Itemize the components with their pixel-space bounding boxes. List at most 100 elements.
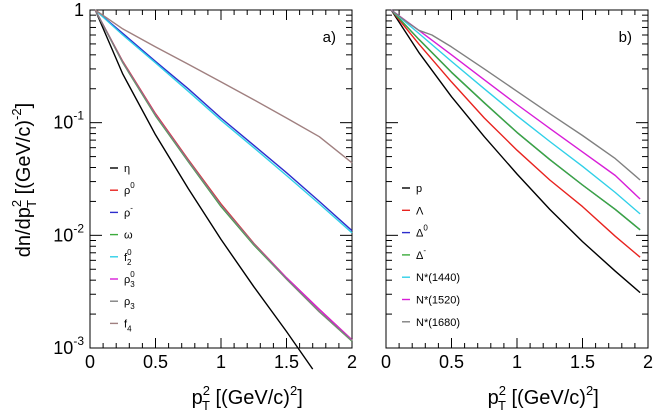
y-tick-exp: -2 [73,221,84,235]
series-line [390,9,641,258]
series-line [94,9,353,234]
legend-sub: 3 [130,280,135,289]
y-tick-label: 10-3 [53,334,84,358]
series-line [94,9,314,370]
y-title-sub: T [24,200,39,208]
legend-label: p [416,183,422,195]
legend-label: N*(1520) [416,295,460,307]
x-tick-label: 0 [381,352,391,372]
legend-name: ρ [124,296,130,308]
legend-sup: 0 [130,181,135,190]
legend-label: ω [124,230,133,242]
series-line [390,9,641,231]
y-title-base: dn/dp [13,207,35,257]
x-tick-label: 1 [216,352,226,372]
legend-name: Δ [416,228,424,240]
x-title-sub: T [202,398,210,413]
svg-text:dn/dp2T [(GeV/c)-2]: dn/dp2T [(GeV/c)-2] [9,103,39,257]
y-tick-label: 10-2 [53,221,84,245]
legend-name: Δ [416,250,424,262]
series-line [390,9,641,181]
x-tick-label: 0 [85,352,95,372]
series-line [390,9,641,215]
y-title-unit-sup: -2 [9,108,24,120]
legend-label: ρ3 [124,296,135,311]
y-axis-title: dn/dp2T [(GeV/c)-2] [9,103,39,257]
legend-label: Λ [416,205,424,217]
legend-name: f [124,252,128,264]
legend-sub: 4 [127,324,132,333]
y-title-sup: 2 [9,200,24,207]
x-title-sub: T [498,398,506,413]
x-title-sup: 2 [203,383,210,398]
legend-name: p [416,183,422,195]
legend-sub: 2 [127,258,132,267]
legend-sup: 0 [127,248,132,257]
legend-label: ρ- [124,203,133,219]
series-line [94,9,353,342]
legend-name: ω [124,230,133,242]
series-line [390,9,641,200]
series-line [94,9,353,232]
legend-sup: - [130,203,133,212]
x-axis-title: p2 T [(GeV/c)2] [488,383,599,413]
legend-sub: 3 [130,302,135,311]
x-title-base: p [488,387,499,409]
series-line [94,9,353,342]
series-line [94,9,353,341]
y-tick-label: 1 [74,0,84,20]
series-line [94,9,353,341]
legend-sup: 0 [423,224,428,233]
x-title-unit-sup: 2 [586,383,593,398]
legend-label: ρ0 3 [124,270,135,289]
legend-sup: 0 [130,270,135,279]
legend-label: f4 [124,318,132,333]
series-line [390,9,641,294]
y-tick-base: 10 [53,113,73,133]
legend-name: Λ [416,205,424,217]
legend-label: N*(1680) [416,317,460,329]
panel-label: a) [323,29,336,46]
y-tick-exp: -1 [73,109,84,123]
y-tick-base: 10 [53,225,73,245]
series-line [94,9,353,164]
x-title-unit: [(GeV/c) [506,387,586,409]
legend-label: f0 2 [124,248,132,267]
x-tick-label: 2 [347,352,357,372]
y-tick-base: 1 [74,0,84,20]
legend-name: ρ [124,185,130,197]
x-axis-title: p2 T [(GeV/c)2] [192,383,303,413]
y-title-close: ] [13,103,35,109]
y-tick-label: 10-1 [53,109,84,133]
x-title-close: ] [297,387,303,409]
x-title-sup: 2 [499,383,506,398]
series-line [390,9,641,231]
x-tick-label: 1.5 [570,352,595,372]
y-tick-exp: -3 [73,334,84,348]
y-tick-base: 10 [53,338,73,358]
x-title-unit: [(GeV/c) [210,387,290,409]
legend-label: η [124,163,130,175]
x-tick-label: 2 [643,352,653,372]
x-title-close: ] [593,387,599,409]
legend-label: ρ0 [124,181,135,197]
legend-label: Δ0 [416,224,428,240]
legend-name: ρ [124,207,130,219]
legend-name: f [124,318,128,330]
x-title-unit-sup: 2 [290,383,297,398]
legend-name: N*(1440) [416,272,460,284]
legend-label: N*(1440) [416,272,460,284]
x-tick-label: 1.5 [274,352,299,372]
y-title-unit: [(GeV/c) [13,120,35,200]
legend-name: ρ [124,274,130,286]
legend-label: Δ- [416,246,426,262]
x-tick-label: 1 [512,352,522,372]
x-tick-label: 0.5 [143,352,168,372]
x-title-base: p [192,387,203,409]
legend-name: η [124,163,130,175]
x-tick-label: 0.5 [439,352,464,372]
legend-sup: - [423,246,426,255]
legend-name: N*(1520) [416,295,460,307]
